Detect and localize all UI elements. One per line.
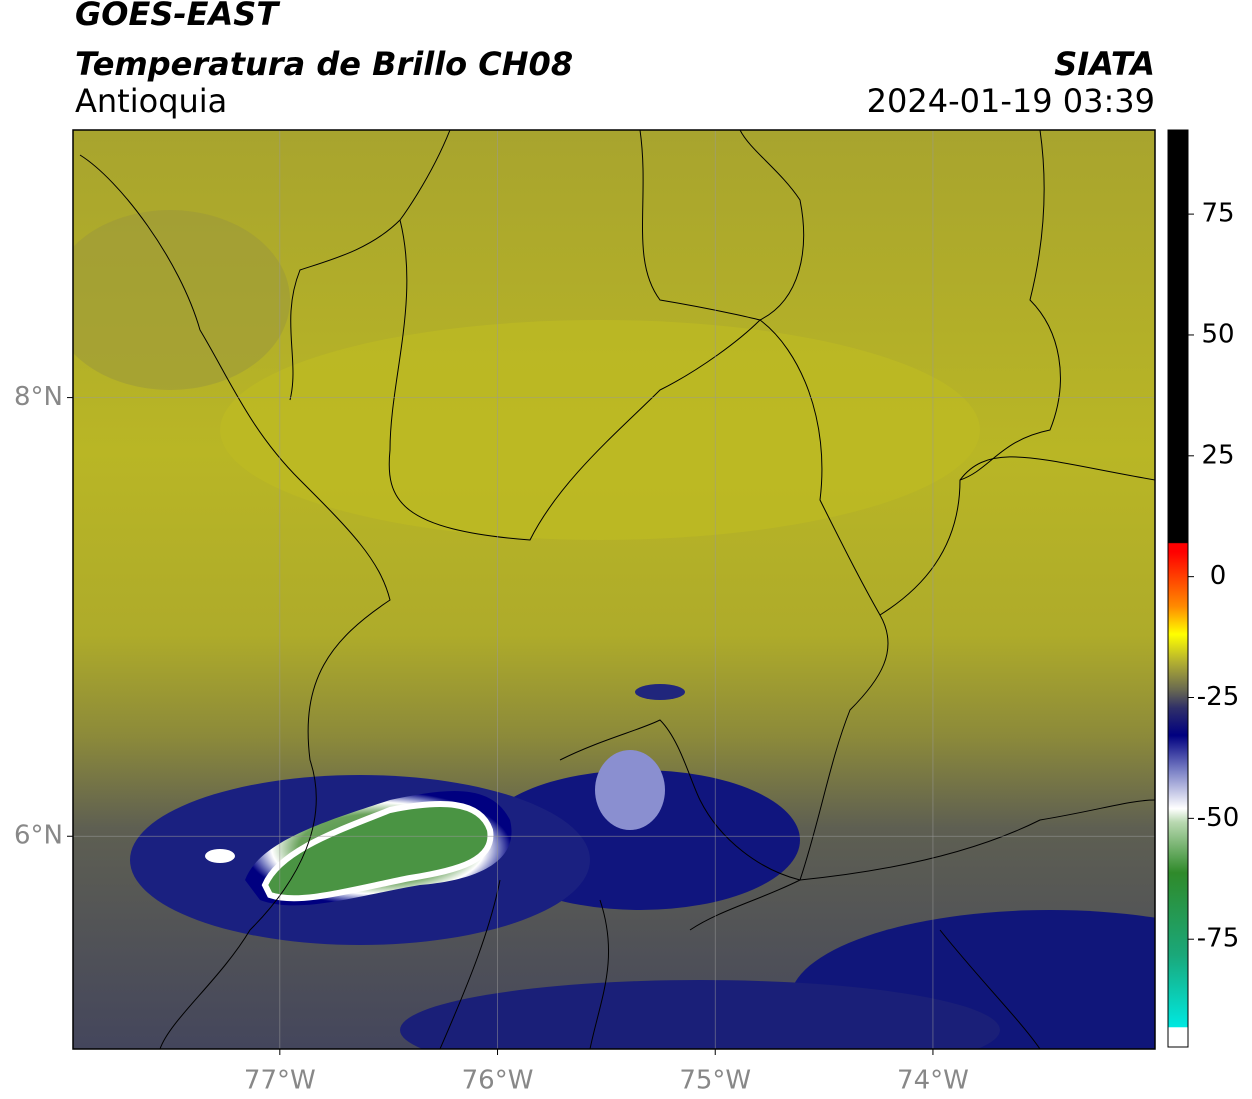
colorbar-tick-label: 50: [1201, 319, 1234, 349]
y-tick-label: 8°N: [14, 382, 63, 412]
grid-layer: [73, 130, 1155, 1049]
region-title: Antioquia: [75, 82, 227, 120]
colorbar-tick-label: -50: [1197, 803, 1239, 833]
colorbar-tick-label: -75: [1197, 924, 1239, 954]
x-tick-label: 76°W: [462, 1066, 534, 1096]
x-tick-label: 77°W: [244, 1066, 316, 1096]
map-image: [73, 130, 1155, 1049]
colorbar-tick-label: -25: [1197, 682, 1239, 712]
satellite-title: GOES-EAST: [75, 0, 280, 33]
x-tick-label: 75°W: [679, 1066, 751, 1096]
y-tick-label: 6°N: [14, 821, 63, 851]
datetime-title: 2024-01-19 03:39: [867, 82, 1155, 120]
product-title: Temperatura de Brillo CH08: [75, 45, 573, 83]
map-frame: [72, 129, 1156, 1050]
colorbar-tick-label: 75: [1201, 199, 1234, 229]
colorbar-tick-label: 0: [1210, 561, 1227, 591]
source-title: SIATA: [1054, 45, 1155, 83]
x-tick-label: 74°W: [897, 1066, 969, 1096]
colorbar: [1167, 129, 1189, 1048]
colorbar-tick-label: 25: [1201, 440, 1234, 470]
